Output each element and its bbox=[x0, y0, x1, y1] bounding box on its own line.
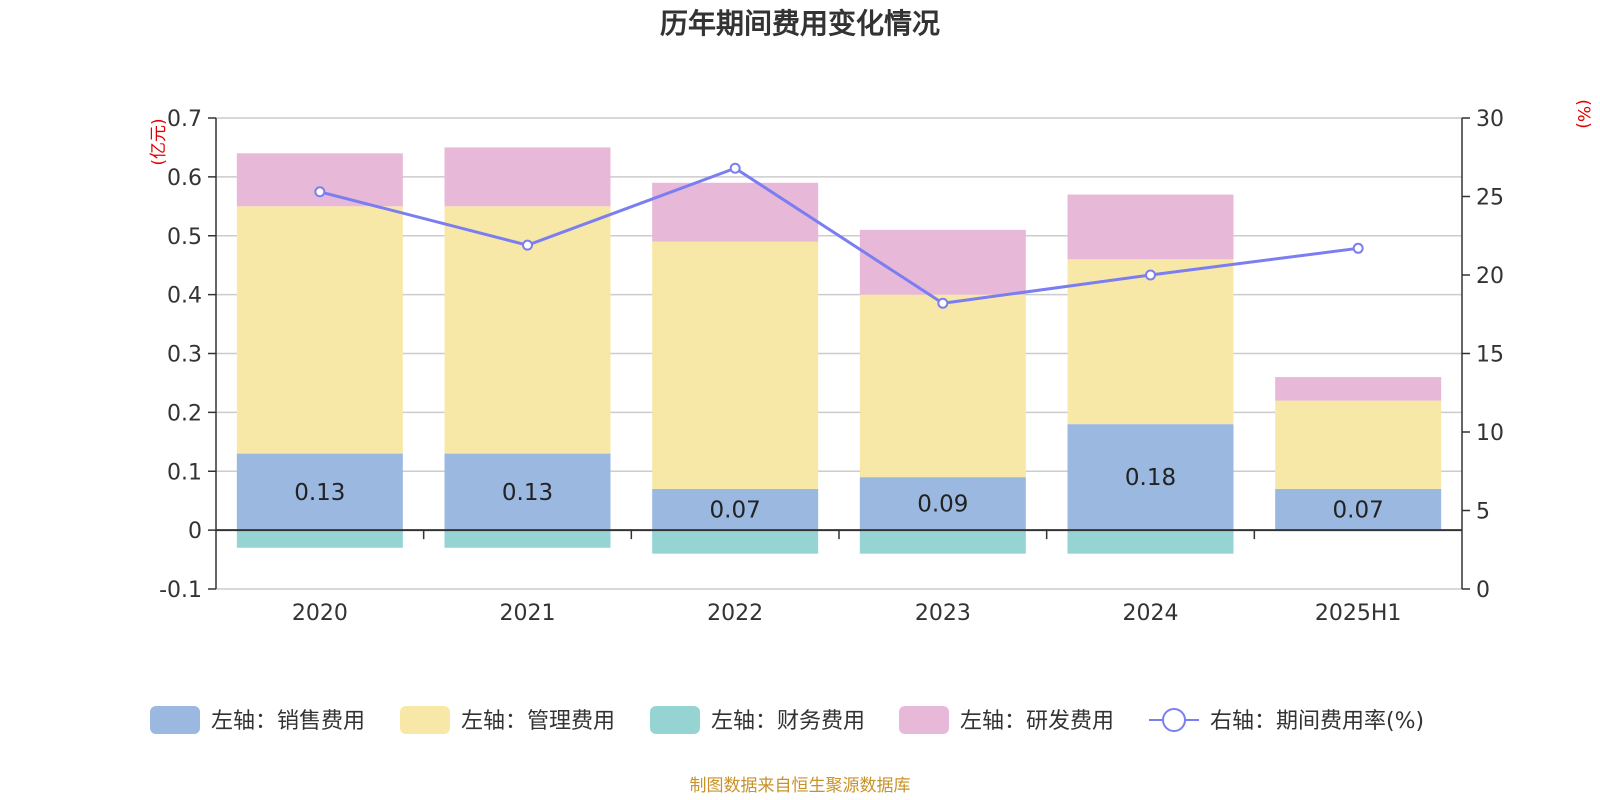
bar-segment bbox=[1275, 400, 1442, 489]
rate-line-group bbox=[314, 162, 1364, 309]
bar-segment bbox=[652, 488, 819, 531]
data-label: 0.07 bbox=[710, 498, 761, 524]
right-tick-label: 10 bbox=[1476, 421, 1504, 446]
legend-label: 左轴：销售费用 bbox=[211, 709, 365, 734]
legend-swatch bbox=[650, 706, 700, 734]
rate-line bbox=[319, 166, 1359, 305]
left-tick-label: 0.4 bbox=[167, 284, 202, 309]
bars-group bbox=[236, 147, 1442, 554]
right-tick-label: 0 bbox=[1476, 578, 1490, 603]
x-tick-label: 2021 bbox=[500, 601, 556, 626]
legend-label: 右轴：期间费用率(%) bbox=[1210, 709, 1424, 734]
bar-segment bbox=[1067, 194, 1234, 260]
left-tick-label: 0.3 bbox=[167, 343, 202, 368]
bar-segment bbox=[1275, 488, 1442, 531]
left-tick-label: 0.5 bbox=[167, 225, 202, 250]
right-tick-label: 25 bbox=[1476, 186, 1504, 211]
chart-title: 历年期间费用变化情况 bbox=[660, 7, 940, 40]
data-labels-group: 0.13 0.13 0.07 0.09 0.18 0.07 bbox=[294, 465, 1384, 523]
left-tick-label: 0.2 bbox=[167, 401, 202, 426]
bar-segment bbox=[236, 206, 403, 454]
bar-segment bbox=[444, 453, 611, 531]
x-tick-label: 2022 bbox=[707, 601, 763, 626]
rate-point bbox=[1352, 242, 1364, 254]
legend-label: 左轴：研发费用 bbox=[960, 709, 1114, 734]
bar-segment bbox=[1067, 259, 1234, 425]
data-label: 0.13 bbox=[502, 480, 553, 506]
legend-swatch bbox=[400, 706, 450, 734]
x-tick-label: 2024 bbox=[1123, 601, 1179, 626]
bar-segment bbox=[1067, 424, 1234, 531]
bar-segment bbox=[444, 530, 611, 548]
bar-segment bbox=[236, 153, 403, 207]
data-label: 0.13 bbox=[294, 480, 345, 506]
right-tick-label: 30 bbox=[1476, 107, 1504, 132]
legend-label: 左轴：财务费用 bbox=[711, 709, 865, 734]
left-tick-label: 0.6 bbox=[167, 166, 202, 191]
right-axis-unit: (%) bbox=[1573, 99, 1593, 128]
rate-point bbox=[1145, 269, 1156, 281]
legend-label: 左轴：管理费用 bbox=[461, 709, 615, 734]
left-tick-label: 0.1 bbox=[167, 460, 202, 485]
rate-point bbox=[937, 297, 949, 309]
x-tick-label: 2025H1 bbox=[1315, 601, 1402, 626]
rate-point bbox=[314, 186, 326, 198]
x-tick-label: 2023 bbox=[915, 601, 971, 626]
legend: 左轴：销售费用 左轴：管理费用 左轴：财务费用 左轴：研发费用 右轴：期间费用率(%) bbox=[150, 706, 1424, 734]
bar-segment bbox=[236, 453, 403, 531]
axes-group: 0.7 0.6 0.5 0.4 0.3 0.2 0.1 0 -0.1 30 25 20 15 10 5 0 20… bbox=[159, 107, 1504, 626]
x-tick-label: 2020 bbox=[292, 601, 348, 626]
rate-point bbox=[729, 162, 741, 174]
bar-segment bbox=[652, 182, 819, 242]
left-tick-label: -0.1 bbox=[159, 578, 202, 603]
legend-marker bbox=[1162, 708, 1186, 732]
bar-segment bbox=[236, 530, 403, 548]
gridlines bbox=[216, 117, 1462, 590]
source-note: 制图数据来自恒生聚源数据库 bbox=[690, 776, 911, 796]
bar-segment bbox=[859, 229, 1026, 295]
bar-segment bbox=[652, 530, 819, 554]
left-axis-unit: (亿元) bbox=[149, 118, 169, 165]
bar-segment bbox=[859, 530, 1026, 554]
bar-segment bbox=[652, 241, 819, 489]
rate-point bbox=[522, 239, 533, 251]
right-tick-label: 20 bbox=[1476, 264, 1504, 289]
left-tick-label: 0.7 bbox=[167, 107, 202, 132]
bar-segment bbox=[1275, 377, 1442, 401]
bar-segment bbox=[444, 147, 611, 207]
left-tick-label: 0 bbox=[188, 519, 202, 544]
legend-swatch bbox=[150, 706, 200, 734]
right-tick-label: 15 bbox=[1476, 343, 1504, 368]
bar-segment bbox=[859, 477, 1026, 531]
right-tick-label: 5 bbox=[1476, 500, 1490, 525]
data-label: 0.18 bbox=[1125, 465, 1176, 491]
bar-segment bbox=[1067, 530, 1234, 554]
data-label: 0.07 bbox=[1333, 498, 1384, 524]
data-label: 0.09 bbox=[917, 492, 968, 518]
legend-swatch bbox=[899, 706, 949, 734]
bar-segment bbox=[859, 294, 1026, 478]
